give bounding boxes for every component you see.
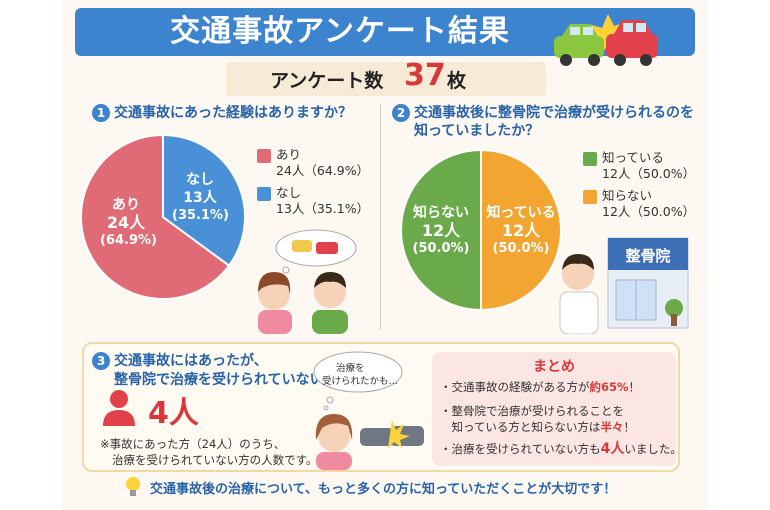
summary-item-2-line1: ・整骨院で治療が受けられることを (440, 404, 624, 418)
survey-count-box (226, 62, 546, 96)
legend-label-no: なし (276, 185, 302, 200)
legend-value-no: 13人（35.1%） (276, 201, 370, 216)
summary-box (432, 352, 676, 466)
section-3-note-line2: 治療を受けられていない方の人数です。 (112, 453, 318, 467)
survey-count-label: アンケート数 (270, 70, 384, 92)
section-divider (380, 104, 381, 330)
pie-slice-1 (480, 148, 562, 312)
summary-item-3: ・治療を受けられていない方も4人いました。 (440, 442, 682, 457)
slice-label-dont-know-name: 知らない (413, 205, 469, 221)
green-car-icon (554, 24, 604, 66)
worried-couple-illustration (258, 229, 357, 334)
question-1-number: 1 (92, 104, 110, 122)
footer-message: 交通事故後の治療について、もっと多くの方に知っていただくことが大切です！ (150, 482, 617, 497)
pie-slice-1 (162, 133, 246, 268)
legend-value-know: 12人（50.0%） (602, 166, 696, 181)
slice-label-no: なし 13人 (35.1%) (172, 171, 229, 225)
summary-title: まとめ (533, 359, 575, 375)
legend-swatch-know (583, 152, 597, 166)
summary-item-1-end: ！ (628, 380, 641, 394)
summary-item-3-highlight: 4人 (600, 441, 625, 457)
slice-label-yes-count: 24人 (106, 213, 146, 232)
slice-label-no-percent: (35.1%) (172, 208, 229, 223)
pie-slice-0 (80, 133, 231, 300)
slice-label-no-name: なし (186, 172, 214, 188)
question-2-title-line1: 交通事故後に整骨院で治療が受けられるのを (414, 105, 694, 121)
legend-value-yes: 24人（64.9%） (276, 163, 370, 178)
slice-label-dont-know-percent: (50.0%) (412, 241, 470, 256)
untreated-count: 4人 (148, 396, 199, 431)
slice-label-dont-know-count: 12人 (421, 221, 461, 240)
summary-item-1-highlight: 約65% (589, 380, 629, 394)
slice-label-know: 知っている 12人 (50.0%) (484, 204, 558, 258)
summary-item-2-highlight: 半々 (600, 420, 624, 434)
section-3-title-line2: 整骨院で治療を受けられていない方 (114, 372, 338, 388)
person-icon (103, 390, 135, 426)
pie-slice-0 (400, 148, 482, 312)
summary-item-2-line2: 知っている方と知らない方は半々！ (440, 420, 635, 435)
summary-item-1: ・交通事故の経験がある方が約65%！ (440, 380, 640, 395)
legend-swatch-dont-know (583, 190, 597, 204)
section-3-note-line1: ※事故にあった方（24人）のうち、 (100, 437, 286, 451)
worried-woman-illustration (313, 351, 424, 470)
summary-item-3-text: ・治療を受けられていない方も (440, 442, 601, 456)
clinic-sign: 整骨院 (625, 247, 671, 265)
red-car-icon (606, 20, 658, 66)
slice-label-yes: あり 24人 (64.9%) (100, 196, 157, 250)
slice-label-dont-know: 知らない 12人 (50.0%) (406, 204, 476, 258)
question-2-title-line2: 知っていましたか？ (414, 123, 540, 139)
thought-bubble-line2: 受けられたかも… (322, 376, 399, 387)
question-2-number: 2 (392, 104, 410, 122)
slice-label-know-name: 知っている (486, 205, 556, 221)
pie-chart-accident-experience (80, 133, 246, 300)
survey-count-unit: 枚 (447, 70, 467, 92)
legend-value-dont-know: 12人（50.0%） (602, 204, 696, 219)
slice-label-know-percent: (50.0%) (492, 241, 550, 256)
summary-item-3-end: いました。 (624, 442, 682, 456)
summary-item-1-text: ・交通事故の経験がある方が (440, 380, 590, 394)
slice-label-yes-name: あり (112, 197, 140, 213)
legend-label-dont-know: 知らない (602, 188, 653, 203)
section-3-title-line1: 交通事故にはあったが、 (114, 353, 268, 369)
summary-item-2-text: 知っている方と知らない方は (440, 420, 601, 434)
pie-chart-clinic-awareness (400, 148, 562, 312)
clinic-building-illustration (559, 237, 689, 334)
thought-bubble-line1: 治療を (336, 363, 365, 374)
slice-label-no-count: 13人 (183, 190, 217, 206)
question-3-number: 3 (92, 352, 110, 370)
lightbulb-icon (126, 477, 140, 496)
slice-label-know-count: 12人 (501, 221, 541, 240)
summary-item-2-end: ！ (623, 420, 635, 434)
slice-label-yes-percent: (64.9%) (100, 233, 157, 248)
survey-count-value: 37 (404, 58, 446, 93)
legend-label-know: 知っている (602, 150, 664, 165)
page-title: 交通事故アンケート結果 (170, 14, 510, 49)
legend-swatch-yes (257, 149, 271, 163)
legend-swatch-no (257, 187, 271, 201)
car-crash-illustration (554, 14, 658, 66)
legend-label-yes: あり (276, 147, 302, 162)
question-1-title: 交通事故にあった経験はありますか？ (114, 105, 352, 121)
